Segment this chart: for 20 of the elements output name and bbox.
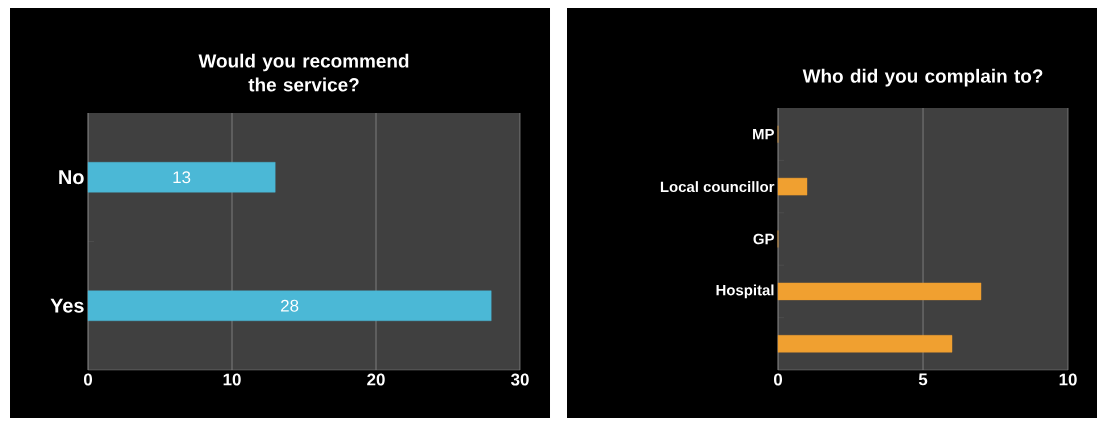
- data-label: 28: [281, 299, 299, 312]
- x-tick-label: 10: [223, 373, 241, 386]
- x-tick-label: 0: [83, 373, 93, 386]
- bar: [777, 282, 982, 301]
- y-tick-label: Yes: [50, 298, 84, 313]
- y-tick-label: Hospital: [716, 284, 774, 299]
- x-tick-label: 5: [918, 373, 928, 386]
- y-tick-label: GP: [753, 233, 774, 245]
- chart-title: Who did you complain to?: [802, 68, 1043, 87]
- y-tick-label: MP: [753, 129, 774, 140]
- bar: [777, 177, 808, 196]
- x-tick-label: 20: [367, 373, 385, 386]
- x-tick-label: 30: [510, 373, 529, 386]
- data-label: 13: [173, 171, 191, 184]
- chart-title: Would you recommend the service?: [198, 53, 409, 92]
- x-tick-label: 0: [773, 373, 783, 386]
- bar: [777, 335, 953, 353]
- y-tick-label: No: [59, 170, 84, 185]
- y-tick-label: Local councillor: [660, 181, 775, 193]
- x-tick-label: 10: [1059, 373, 1077, 386]
